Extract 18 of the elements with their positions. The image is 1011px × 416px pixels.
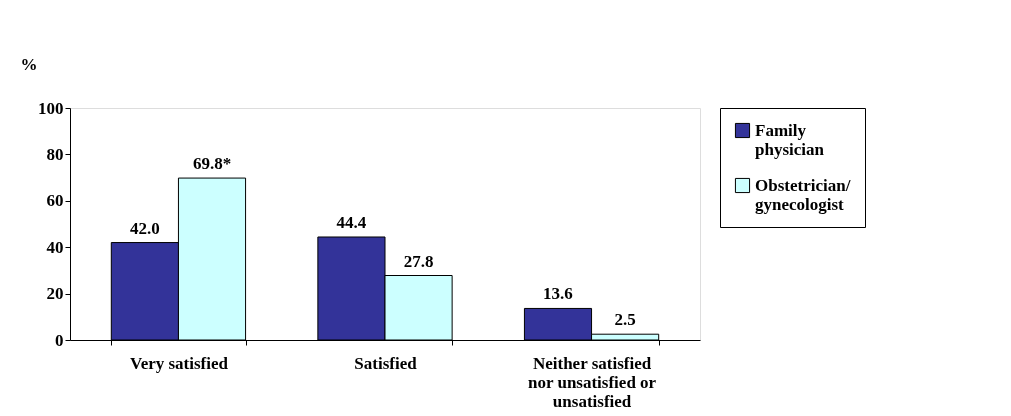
y-tick-label: 20 (46, 284, 64, 304)
legend-label: Family physician (755, 120, 825, 159)
data-label: 69.8* (192, 154, 232, 174)
y-axis-title: % (20, 54, 38, 74)
x-tick-label: Neither satisfied nor unsatisfied or unsatisfied (527, 353, 657, 411)
y-tick-label: 0 (55, 330, 64, 350)
data-label: 13.6 (543, 284, 573, 304)
legend-label: Obstetrician/ gynecologist (755, 175, 851, 214)
x-tick-label: Satisfied (354, 353, 418, 373)
y-tick-label: 60 (46, 191, 64, 211)
y-tick-label: 40 (46, 237, 64, 257)
y-tick-label: 80 (46, 144, 64, 164)
y-tick-label: 100 (38, 98, 64, 118)
data-label: 2.5 (614, 310, 636, 330)
data-label: 44.4 (336, 212, 367, 232)
x-tick-label: Very satisfied (129, 353, 229, 373)
data-label: 42.0 (130, 218, 160, 238)
data-label: 27.8 (403, 251, 434, 271)
